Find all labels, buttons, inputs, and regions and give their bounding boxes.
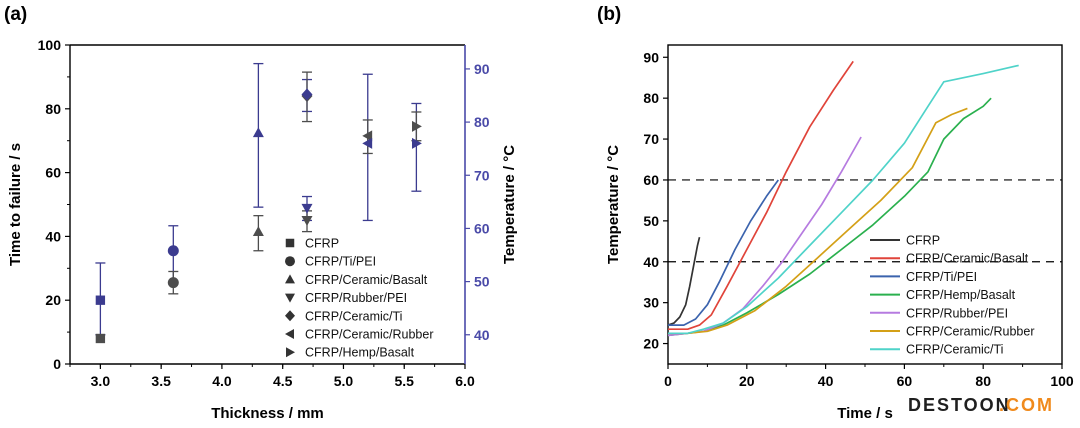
x-tick-label: 4.0 [212, 373, 232, 389]
y-tick-label: 90 [643, 49, 659, 65]
y-tick-label: 20 [45, 292, 61, 308]
y-tick-label: 100 [38, 37, 62, 53]
series-cfrp-ceramic-ti [301, 71, 313, 123]
x-tick-label: 20 [739, 373, 755, 389]
legend-label: CFRP [906, 234, 940, 248]
time-point [252, 226, 264, 237]
legend-marker [285, 256, 295, 267]
legend-label: CFRP/Hemp/Basalt [906, 288, 1016, 302]
y-tick-label: 0 [53, 356, 61, 372]
x-tick-label: 100 [1050, 373, 1074, 389]
temperature-point [411, 137, 422, 149]
y-tick-label: 80 [45, 101, 61, 117]
line-cfrp-ceramic-rubber [668, 107, 968, 335]
legend-b: CFRP CFRP/Ceramic/Basalt CFRP/Ti/PEI CFRP/H… [870, 234, 1035, 357]
y-tick-label: 40 [45, 228, 61, 244]
line-cfrp-ceramic-basalt [668, 60, 854, 331]
x-tick-label: 40 [818, 373, 834, 389]
y-axis-title: Temperature / °C [605, 145, 622, 264]
x-tick-label: 3.5 [151, 373, 171, 389]
y2-axis-title: Temperature / °C [501, 145, 518, 264]
y2-tick-label: 90 [474, 61, 490, 77]
y-tick-label: 70 [643, 131, 659, 147]
legend-label: CFRP/Hemp/Basalt [305, 346, 415, 360]
legend-label: CFRP/Ceramic/Rubber [906, 325, 1035, 339]
legend-label: CFRP/Ceramic/Basalt [305, 273, 428, 287]
watermark-text-dark: DESTOON [908, 395, 1011, 415]
y2-tick-label: 60 [474, 220, 490, 236]
legend-label: CFRP/Rubber/PEI [906, 306, 1008, 320]
y2-tick-label: 50 [474, 274, 490, 290]
y2-tick-label: 70 [474, 167, 490, 183]
series-cfrp-ti-pei [167, 225, 179, 295]
legend-marker [285, 310, 295, 322]
legend-label: CFRP/Ti/PEI [906, 270, 977, 284]
y-tick-label: 60 [45, 165, 61, 181]
time-point [362, 130, 373, 142]
chart-a: (a) 3.0 3.5 4.0 4.5 5.0 5.5 6.0 0 20 40 60 80 100 40 50… [4, 4, 518, 422]
x-axis-title: Time / s [837, 405, 893, 422]
x-tick-label: 4.5 [273, 373, 293, 389]
temperature-point [167, 245, 179, 257]
y-tick-label: 80 [643, 90, 659, 106]
temperature-point [301, 88, 313, 101]
x-tick-label: 60 [897, 373, 913, 389]
temperature-point [95, 295, 106, 305]
temperature-point [252, 127, 264, 138]
time-point [167, 277, 179, 289]
line-cfrp-ceramic-ti [668, 64, 1019, 335]
panel-label-b: (b) [597, 4, 621, 25]
temperature-point [301, 203, 313, 214]
legend-marker [285, 238, 295, 248]
legend-label: CFRP/Ceramic/Ti [305, 309, 402, 323]
temperature-point [362, 137, 373, 149]
legend-label: CFRP [305, 237, 339, 251]
line-cfrp-ti-pei [668, 179, 779, 326]
legend-label: CFRP/Ceramic/Basalt [906, 252, 1029, 266]
y-tick-label: 50 [643, 213, 659, 229]
series-cfrp [95, 262, 106, 344]
legend-marker [286, 347, 295, 358]
x-tick-label: 0 [664, 373, 672, 389]
watermark-logo: DESTOON.COM [908, 395, 1054, 415]
legend-a: CFRP CFRP/Ti/PEI CFRP/Ceramic/Basalt CFRP/R… [285, 237, 434, 360]
series-cfrp-ceramic-rubber [362, 73, 373, 222]
series-cfrp-hemp-basalt [411, 102, 422, 192]
panel-label-a: (a) [4, 4, 27, 25]
x-tick-label: 6.0 [455, 373, 475, 389]
legend-label: CFRP/Ti/PEI [305, 255, 376, 269]
legend-label: CFRP/Ceramic/Rubber [305, 328, 434, 342]
chart-b: (b) 0 20 40 60 80 100 20 30 40 50 60 70 80 90 Time / s T… [597, 4, 1074, 422]
legend-marker [285, 329, 294, 339]
line-cfrp-rubber-pei [667, 136, 862, 337]
y-tick-label: 30 [643, 295, 659, 311]
x-tick-label: 3.0 [91, 373, 111, 389]
time-point [411, 120, 422, 132]
y-tick-label: 40 [643, 254, 659, 270]
legend-label: CFRP/Rubber/PEI [305, 291, 407, 305]
x-tick-label: 80 [975, 373, 991, 389]
legend-label: CFRP/Ceramic/Ti [906, 343, 1003, 357]
y-axis-title: Time to failure / s [7, 143, 24, 266]
y-tick-label: 20 [643, 336, 659, 352]
x-tick-label: 5.5 [394, 373, 414, 389]
time-point [95, 333, 106, 344]
x-tick-label: 5.0 [334, 373, 354, 389]
legend-marker [285, 274, 295, 284]
legend-marker [285, 293, 295, 303]
y2-tick-label: 80 [474, 114, 490, 130]
watermark-text-orange: .COM [999, 395, 1054, 415]
x-axis-title: Thickness / mm [211, 405, 324, 422]
time-point [301, 216, 313, 226]
series-cfrp-rubber-pei [301, 195, 313, 233]
series-cfrp-ceramic-basalt [252, 62, 264, 252]
y2-tick-label: 40 [474, 327, 490, 343]
line-cfrp [667, 236, 701, 326]
y-tick-label: 60 [643, 172, 659, 188]
